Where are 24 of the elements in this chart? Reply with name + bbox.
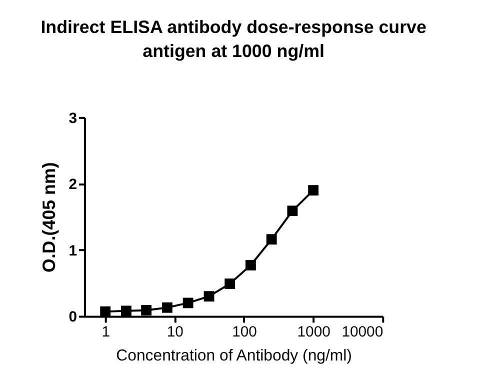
y-axis-title: O.D.(405 nm) [38, 162, 59, 272]
point [246, 260, 256, 270]
y-tick-label: 3 [68, 110, 78, 127]
point [308, 185, 319, 196]
chart-subtitle: antigen at 1000 ng/ml [142, 40, 324, 61]
chart-title: Indirect ELISA antibody dose-response curve [40, 16, 426, 37]
x-tick-label: 10000 [342, 324, 384, 341]
y-tick-label: 1 [68, 243, 78, 260]
point [266, 234, 277, 245]
point [162, 302, 172, 313]
point [121, 306, 132, 316]
point [141, 305, 152, 316]
point [224, 278, 236, 289]
x-tick-label: 10 [166, 324, 184, 341]
point [287, 206, 298, 216]
x-tick-label: 1000 [297, 324, 330, 341]
x-tick-label: 100 [232, 324, 257, 341]
point [204, 291, 214, 302]
y-tick-label: 0 [68, 310, 78, 326]
point [182, 298, 194, 308]
x-tick-label: 1 [102, 324, 110, 341]
x-axis-title: Concentration of Antibody (ng/ml) [116, 347, 352, 364]
y-tick-label: 2 [68, 177, 78, 194]
point [100, 306, 111, 317]
